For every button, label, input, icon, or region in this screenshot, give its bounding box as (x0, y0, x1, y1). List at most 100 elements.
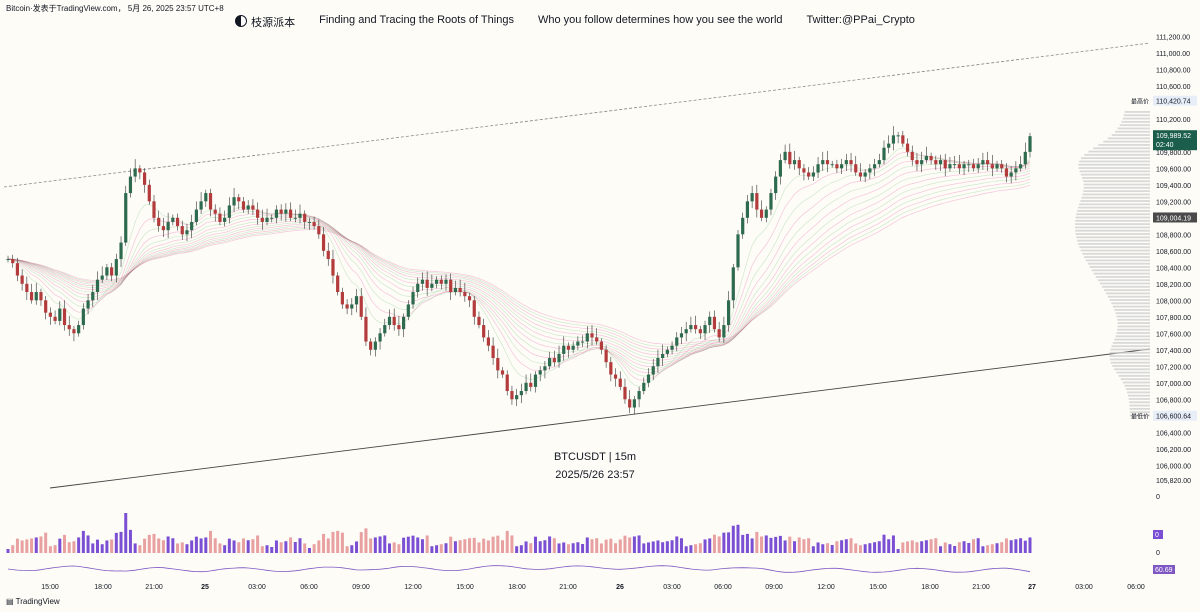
time-tick-label: 09:00 (352, 584, 370, 591)
candle-down (802, 168, 806, 173)
price-tick-label: 108,400.00 (1156, 265, 1191, 272)
volume-bar-down (825, 543, 829, 553)
volume-bar-down (67, 542, 71, 553)
profile-bar (1082, 177, 1150, 179)
candle-up (642, 382, 646, 392)
volume-bar-down (110, 539, 114, 553)
candle-up (882, 147, 886, 161)
candle-down (609, 362, 613, 375)
profile-bar (1075, 223, 1150, 226)
volume-bar-down (336, 530, 340, 553)
candle-down (364, 316, 368, 342)
time-tick-label: 26 (616, 584, 624, 591)
volume-bar-up (731, 525, 735, 553)
candle-down (331, 259, 335, 276)
tradingview-brand: ▤ TradingView (6, 597, 60, 606)
price-tick-label: 108,000.00 (1156, 298, 1191, 305)
volume-bar-up (166, 536, 170, 553)
countdown-label: 02:40 (1156, 142, 1174, 149)
profile-bar (1111, 345, 1150, 348)
volume-bar-down (501, 540, 505, 553)
profile-bar (1079, 203, 1150, 206)
volume-bar-up (778, 535, 782, 553)
candle-up (548, 358, 552, 367)
time-axis[interactable]: 15:00 18:00 21:00 25 03:00 06:00 09:00 12:00 15:… (41, 584, 1145, 591)
time-tick-label: 21:00 (559, 584, 577, 591)
profile-bar (1077, 239, 1150, 242)
time-tick-label: 21:00 (972, 584, 990, 591)
candle-up (632, 399, 636, 408)
volume-bar-up (722, 532, 726, 553)
candle-down (11, 259, 15, 264)
volume-bar-down (209, 530, 213, 553)
price-tick-label: 106,800.00 (1156, 397, 1191, 404)
candle-up (887, 143, 891, 148)
volume-bar-down (986, 545, 990, 553)
volume-bar-down (510, 535, 514, 553)
profile-bar (1112, 365, 1150, 367)
candle-down (613, 374, 618, 379)
volume-bar-down (901, 542, 905, 553)
volume-bar-down (15, 538, 19, 553)
candle-up (34, 292, 38, 301)
volume-bar-down (143, 538, 147, 553)
candle-down (288, 209, 293, 218)
volume-bar-down (858, 545, 862, 553)
candle-up (651, 366, 655, 375)
candle-up (171, 217, 175, 222)
candle-down (929, 155, 933, 161)
volume-bar-down (53, 545, 57, 553)
volume-bar-up (515, 546, 519, 553)
candle-down (312, 221, 316, 227)
volume-bar-up (637, 535, 641, 553)
lower-trendline[interactable] (49, 348, 1151, 489)
ribbon-line (7, 165, 1031, 364)
candle-down (901, 135, 905, 144)
volume-bar-up (774, 536, 778, 553)
ribbon-line (7, 181, 1031, 347)
profile-bar (1097, 279, 1150, 282)
volume-bar-up (684, 546, 688, 553)
candle-up (105, 267, 109, 276)
profile-bar (1122, 381, 1150, 384)
tradingview-brand-text: TradingView (15, 597, 60, 606)
upper-trendline[interactable] (3, 42, 1151, 188)
volume-bar-down (72, 541, 76, 553)
volume-bar-up (632, 536, 636, 553)
candle-down (237, 197, 241, 202)
candle-up (896, 135, 900, 137)
candle-down (505, 374, 509, 392)
volume-bar-up (708, 538, 712, 553)
candle-up (580, 341, 585, 343)
profile-bar (1088, 150, 1150, 153)
volume-bar-up (133, 543, 137, 553)
volume-bar-up (844, 539, 848, 553)
highest-price-tag: 最高价 (1131, 98, 1149, 106)
candle-up (86, 300, 90, 309)
ribbon-line (7, 163, 1031, 367)
profile-bar (1127, 391, 1150, 394)
candle-up (816, 164, 820, 173)
volume-bar-up (679, 538, 683, 553)
profile-bar (1110, 348, 1150, 351)
volume-bar-down (595, 538, 599, 553)
candle-down (472, 300, 476, 317)
volume-bar-up (741, 534, 745, 553)
profile-bar (1079, 160, 1150, 163)
profile-bar (1119, 124, 1150, 127)
candle-up (821, 160, 825, 165)
price-axis[interactable]: 111,200.00 111,000.00 110,800.00 110,600.00… (1131, 34, 1197, 485)
volume-bar-up (1028, 537, 1032, 553)
candle-up (656, 358, 660, 367)
candle-up (77, 325, 81, 334)
candle-down (152, 201, 156, 218)
volume-bar-up (793, 541, 797, 553)
profile-bar (1083, 190, 1150, 193)
candle-up (298, 213, 302, 218)
candle-up (265, 217, 269, 222)
profile-bar (1128, 398, 1150, 400)
volume-bar-down (797, 537, 801, 553)
volume-bar-down (957, 542, 961, 553)
volume-bar-up (642, 543, 646, 553)
